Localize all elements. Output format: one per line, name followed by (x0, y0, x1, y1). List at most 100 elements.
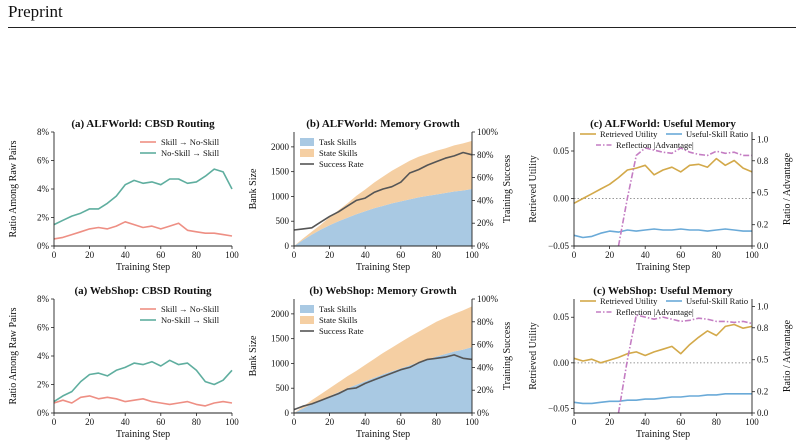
alf-routing-title: (a) ALFWorld: CBSD Routing (71, 118, 215, 130)
alf-memory-ytick-right-label: 100% (477, 127, 499, 137)
alf-memory-xtick-label: 60 (396, 250, 406, 260)
alf-memory-ytick-label: 2000 (271, 142, 290, 152)
ws-memory-line-success-rate (293, 354, 473, 411)
alf-useful-ytick-label: −0.05 (548, 241, 569, 251)
alf-routing-xtick-label: 0 (52, 250, 57, 260)
alf-routing-line-skill-no-skill (53, 221, 233, 240)
ws-memory-legend-swatch (300, 305, 314, 313)
alf-routing-ytick-label: 6% (37, 156, 50, 166)
alf-routing-xlabel: Training Step (116, 262, 170, 273)
alf-useful-xtick-label: 80 (712, 250, 722, 260)
ws-useful-legend-label: Useful-Skill Ratio (686, 296, 748, 306)
alf-memory-area-task-skills (294, 189, 472, 246)
ws-useful-xtick-label: 60 (676, 417, 686, 427)
ws-memory-xlabel: Training Step (356, 429, 410, 440)
ws-useful-title: (c) WebShop: Useful Memory (593, 285, 733, 297)
ws-routing-title: (a) WebShop: CBSD Routing (74, 285, 212, 297)
ws-useful-ylabel-right: Ratio / Advantage (782, 319, 793, 392)
alf-useful-xtick-label: 20 (605, 250, 615, 260)
alf-routing-xtick-label: 20 (85, 250, 95, 260)
ws-useful-legend-label: Retrieved Utility (600, 296, 658, 306)
ws-useful-line-useful-skill-ratio (573, 393, 752, 405)
alf-routing-xtick-label: 80 (192, 250, 202, 260)
ws-routing-ytick-label: 6% (37, 323, 50, 333)
ws-memory-ytick-right-label: 60% (477, 340, 494, 350)
ws-routing-xtick-label: 100 (225, 417, 239, 427)
alf-memory-title: (b) ALFWorld: Memory Growth (306, 118, 459, 130)
ws-routing-xtick-label: 0 (52, 417, 57, 427)
ws-memory-ytick-right-label: 0% (477, 408, 490, 418)
ws-memory-ytick-label: 2000 (271, 309, 290, 319)
alf-memory-legend-label: State Skills (319, 148, 358, 158)
alf-routing-xtick-label: 100 (225, 250, 239, 260)
alf-useful-ytick-right-label: 0.0 (757, 241, 769, 251)
alf-useful-line-reflection-advantage- (617, 147, 752, 247)
ws-memory-ytick-right-label: 40% (477, 362, 494, 372)
alf-memory-line-success-rate (293, 151, 473, 231)
alf-useful-xtick-label: 0 (572, 250, 577, 260)
ws-routing-ytick-label: 2% (37, 380, 50, 390)
alf-memory-legend-swatch (300, 138, 314, 146)
alf-memory-ylabel: Bank Size (248, 168, 259, 209)
alf-useful-ytick-right-label: 1.0 (757, 134, 769, 144)
ws-useful-ytick-label: 0.05 (553, 312, 569, 322)
alf-memory-xtick-label: 20 (325, 250, 335, 260)
alf-memory-legend-swatch (300, 149, 314, 157)
ws-useful-line-reflection-advantage- (617, 314, 753, 414)
ws-memory-ytick-label: 1500 (271, 334, 290, 344)
ws-routing-legend-label: No-Skill → Skill (161, 315, 220, 325)
ws-useful-line-retrieved-utility (573, 323, 753, 364)
alf-memory-ytick-label: 500 (276, 216, 290, 226)
ws-memory-legend-label: State Skills (319, 315, 358, 325)
alf-useful-title: (c) ALFWorld: Useful Memory (590, 118, 736, 130)
ws-routing-ytick-label: 4% (37, 351, 50, 361)
alf-useful-ytick-right-label: 0.5 (757, 188, 769, 198)
alf-memory-xtick-label: 100 (465, 250, 479, 260)
ws-useful-ytick-right-label: 0.8 (757, 323, 769, 333)
alf-useful-ytick-right-label: 0.2 (757, 220, 768, 230)
ws-useful-ytick-right-label: 0.0 (757, 408, 769, 418)
alf-memory-legend-label: Success Rate (319, 159, 364, 169)
alf-useful-ytick-label: 0.00 (553, 194, 569, 204)
ws-memory-xtick-label: 80 (432, 417, 442, 427)
alf-routing-legend-label: Skill → No-Skill (161, 137, 220, 147)
ws-useful-ytick-right-label: 0.2 (757, 387, 768, 397)
alf-memory-ytick-right-label: 60% (477, 173, 494, 183)
alf-useful-legend-label: Useful-Skill Ratio (686, 129, 748, 139)
ws-routing-line-no-skill-skill (53, 359, 233, 403)
alf-memory-xlabel: Training Step (356, 262, 410, 273)
ws-memory-legend-label: Task Skills (319, 304, 356, 314)
ws-memory-xtick-label: 100 (465, 417, 479, 427)
alf-useful-xtick-label: 100 (745, 250, 759, 260)
ws-memory-xtick-label: 60 (396, 417, 406, 427)
ws-memory-xtick-label: 40 (361, 417, 371, 427)
ws-memory-ytick-right-label: 80% (477, 317, 494, 327)
ws-memory-ylabel-right: Training Success (502, 322, 513, 390)
alf-useful-legend-label: Reflection |Advantage| (616, 140, 694, 150)
ws-memory-legend-label: Success Rate (319, 326, 364, 336)
alf-memory-xtick-label: 0 (292, 250, 297, 260)
alf-routing-xtick-label: 60 (156, 250, 166, 260)
alf-routing-ytick-label: 8% (37, 127, 50, 137)
ws-memory-ytick-label: 1000 (271, 358, 290, 368)
alf-routing-ylabel: Ratio Among Raw Pairs (8, 140, 19, 237)
ws-useful-ytick-label: 0.00 (553, 358, 569, 368)
alf-useful-ytick-label: 0.05 (553, 146, 569, 156)
ws-memory-ytick-label: 0 (285, 408, 290, 418)
ws-useful-xtick-label: 80 (712, 417, 722, 427)
alf-memory-ytick-right-label: 0% (477, 241, 490, 251)
ws-useful-ytick-label: −0.05 (548, 403, 569, 413)
alf-useful-line-retrieved-utility (573, 157, 753, 205)
ws-useful-xtick-label: 20 (605, 417, 615, 427)
ws-routing-legend-label: Skill → No-Skill (161, 304, 220, 314)
ws-routing-line-skill-no-skill (53, 395, 233, 407)
ws-memory-xtick-label: 20 (325, 417, 335, 427)
ws-routing-xtick-label: 60 (156, 417, 166, 427)
alf-memory-xtick-label: 80 (432, 250, 442, 260)
alf-memory-ytick-label: 0 (285, 241, 290, 251)
alf-memory-xtick-label: 40 (361, 250, 371, 260)
alf-memory-ytick-right-label: 40% (477, 195, 494, 205)
alf-useful-line-useful-skill-ratio (573, 228, 752, 239)
ws-memory-ytick-right-label: 20% (477, 385, 494, 395)
